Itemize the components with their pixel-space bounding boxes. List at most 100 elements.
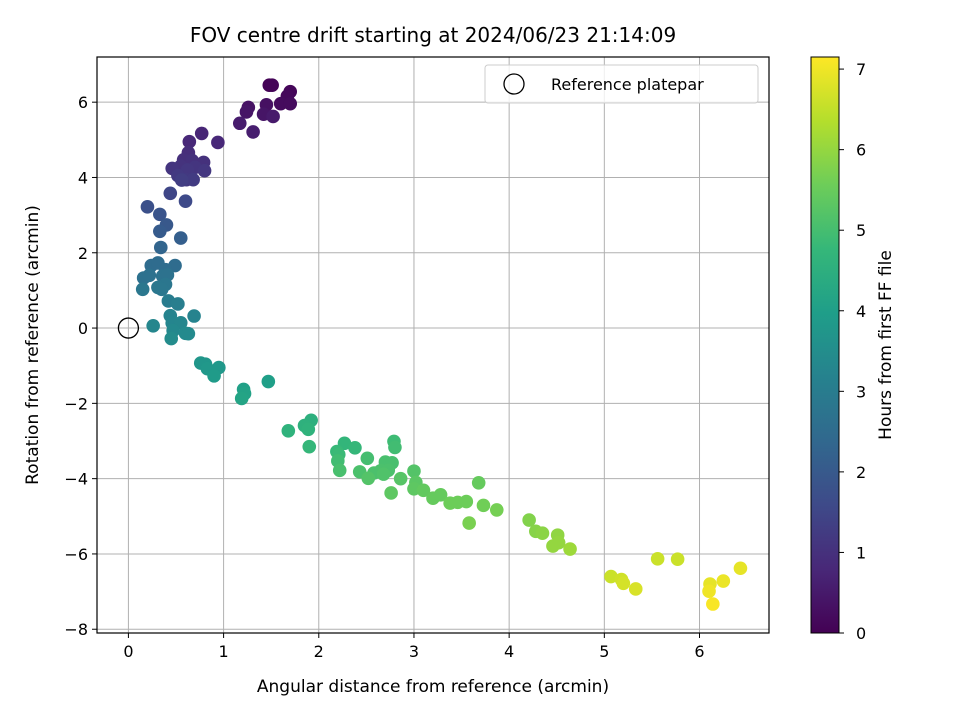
colorbar-tick-label-4: 4 bbox=[856, 302, 866, 321]
data-point-89 bbox=[407, 464, 421, 478]
data-point-122 bbox=[702, 584, 716, 599]
data-point-111 bbox=[546, 539, 560, 553]
data-point-42 bbox=[142, 268, 157, 283]
data-point-117 bbox=[650, 552, 665, 566]
y-tick-label-4: 0 bbox=[78, 319, 88, 338]
data-point-68 bbox=[234, 391, 249, 406]
x-tick-label-2: 2 bbox=[314, 642, 324, 661]
x-tick-label-0: 0 bbox=[123, 642, 133, 661]
data-point-34 bbox=[153, 224, 167, 239]
data-point-90 bbox=[376, 467, 391, 481]
data-point-67 bbox=[261, 374, 276, 389]
data-point-72 bbox=[301, 422, 316, 437]
data-point-88 bbox=[332, 463, 347, 478]
y-axis-label: Rotation from reference (arcmin) bbox=[23, 205, 43, 485]
reference-point bbox=[117, 317, 140, 339]
data-point-24 bbox=[197, 163, 212, 178]
y-tick-label-5: 2 bbox=[78, 244, 88, 263]
colorbar-tick-label-7: 7 bbox=[856, 60, 866, 79]
data-point-1 bbox=[265, 78, 279, 93]
x-axis-label: Angular distance from reference (arcmin) bbox=[257, 677, 609, 697]
data-point-115 bbox=[616, 576, 631, 591]
colorbar-gradient bbox=[811, 57, 839, 633]
colorbar-tick-label-6: 6 bbox=[856, 141, 866, 160]
data-point-96 bbox=[384, 486, 398, 500]
x-tick-label-5: 5 bbox=[599, 642, 609, 661]
data-point-35 bbox=[173, 231, 188, 245]
data-point-95 bbox=[416, 483, 431, 498]
data-point-28 bbox=[174, 173, 189, 187]
legend-box bbox=[484, 64, 759, 104]
data-point-103 bbox=[476, 498, 491, 513]
x-tick-label-3: 3 bbox=[409, 642, 419, 661]
data-point-48 bbox=[135, 282, 150, 297]
colorbar-tick-label-5: 5 bbox=[856, 221, 866, 240]
data-point-105 bbox=[462, 516, 476, 530]
colorbar-tick-label-2: 2 bbox=[856, 463, 866, 482]
data-point-10 bbox=[266, 109, 280, 124]
data-point-27 bbox=[186, 172, 200, 187]
data-point-15 bbox=[211, 135, 225, 150]
data-point-75 bbox=[348, 440, 362, 455]
data-point-113 bbox=[604, 569, 618, 584]
data-point-14 bbox=[182, 134, 197, 149]
data-point-123 bbox=[706, 597, 720, 611]
data-point-32 bbox=[153, 207, 167, 222]
colorbar-label: Hours from first FF file bbox=[876, 250, 896, 440]
data-point-76 bbox=[302, 439, 317, 454]
data-points bbox=[135, 78, 748, 611]
data-point-12 bbox=[246, 125, 260, 139]
data-point-55 bbox=[146, 319, 160, 333]
data-point-92 bbox=[393, 471, 408, 486]
data-point-50 bbox=[171, 297, 185, 311]
legend-marker bbox=[503, 73, 525, 95]
data-point-116 bbox=[628, 582, 643, 596]
data-point-59 bbox=[164, 331, 179, 346]
y-tick-label-6: 4 bbox=[78, 168, 88, 187]
data-point-47 bbox=[154, 282, 169, 297]
data-point-102 bbox=[471, 475, 486, 490]
y-tick-label-1: −6 bbox=[64, 545, 88, 564]
data-point-11 bbox=[232, 116, 247, 131]
data-point-52 bbox=[187, 309, 201, 323]
colorbar-tick-label-1: 1 bbox=[856, 543, 866, 562]
x-axis-ticks: 0 1 2 3 4 5 6 bbox=[123, 633, 705, 661]
x-tick-label-4: 4 bbox=[504, 642, 514, 661]
data-point-120 bbox=[716, 574, 731, 588]
grid-lines bbox=[97, 57, 769, 633]
data-point-98 bbox=[433, 488, 448, 502]
data-point-71 bbox=[281, 424, 296, 438]
data-point-36 bbox=[153, 240, 168, 255]
data-point-91 bbox=[361, 471, 376, 486]
data-point-31 bbox=[140, 200, 155, 214]
colorbar-tick-label-3: 3 bbox=[856, 382, 866, 401]
legend-label: Reference platepar bbox=[551, 75, 704, 94]
data-point-30 bbox=[178, 194, 193, 208]
x-tick-label-1: 1 bbox=[219, 642, 229, 661]
y-tick-label-7: 6 bbox=[78, 93, 88, 112]
y-tick-label-3: −2 bbox=[64, 394, 88, 413]
data-point-80 bbox=[360, 451, 375, 466]
data-point-4 bbox=[273, 96, 288, 111]
data-point-79 bbox=[388, 440, 402, 455]
data-point-58 bbox=[181, 326, 196, 341]
plot-frame bbox=[96, 56, 770, 634]
data-point-108 bbox=[535, 526, 550, 541]
legend: Reference platepar bbox=[484, 64, 759, 104]
colorbar-tick-label-0: 0 bbox=[856, 624, 866, 643]
y-axis-ticks: −8 −6 −4 −2 0 2 4 6 bbox=[64, 93, 97, 639]
data-point-29 bbox=[163, 186, 178, 201]
data-point-8 bbox=[239, 105, 254, 119]
data-point-104 bbox=[489, 503, 504, 517]
y-tick-label-0: −8 bbox=[64, 620, 88, 639]
data-point-5 bbox=[283, 96, 298, 111]
colorbar-ticks: 0 1 2 3 4 5 6 7 bbox=[839, 60, 866, 643]
data-point-118 bbox=[670, 552, 685, 567]
data-point-106 bbox=[522, 513, 536, 527]
chart-title: FOV centre drift starting at 2024/06/23 … bbox=[190, 23, 676, 47]
colorbar-frame bbox=[810, 56, 840, 634]
colorbar: 0 1 2 3 4 5 6 7 Hours from first FF file bbox=[810, 56, 896, 643]
x-tick-label-6: 6 bbox=[694, 642, 704, 661]
data-point-121 bbox=[733, 561, 748, 576]
